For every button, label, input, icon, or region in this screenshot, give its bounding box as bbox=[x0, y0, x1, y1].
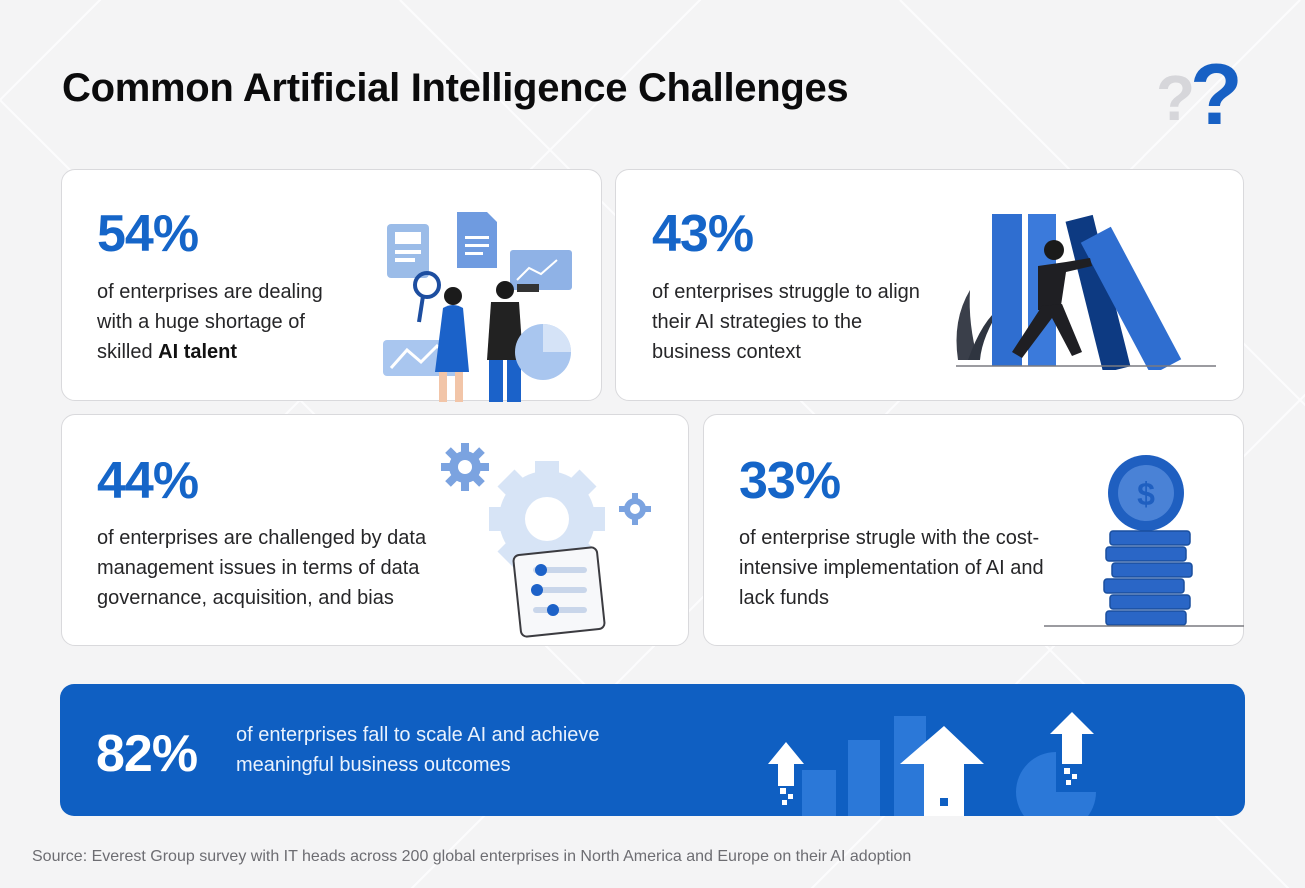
gears-settings-illustration bbox=[441, 443, 651, 638]
stat-description: of enterprises are challenged by data ma… bbox=[97, 527, 427, 609]
stat-percent: 43% bbox=[652, 205, 754, 263]
svg-text:$: $ bbox=[1137, 476, 1155, 512]
source-footnote: Source: Everest Group survey with IT hea… bbox=[32, 848, 912, 865]
question-marks-icon: ? ? bbox=[1156, 48, 1243, 140]
svg-text:?: ? bbox=[1190, 48, 1243, 140]
svg-text:?: ? bbox=[1156, 62, 1195, 134]
highlight-banner: 82% of enterprises fall to scale AI and … bbox=[60, 684, 1245, 816]
page-title: Common Artificial Intelligence Challenge… bbox=[62, 66, 849, 110]
man-holding-falling-books-illustration bbox=[956, 214, 1216, 370]
stat-card-talent: 54% of enterprises are dealing with a hu… bbox=[61, 169, 602, 402]
stat-card-data: 44% of enterprises are challenged by dat… bbox=[61, 414, 689, 646]
dollar-coin-stack-illustration: $ bbox=[1044, 455, 1244, 627]
stat-percent: 54% bbox=[97, 205, 199, 263]
stat-card-strategy: 43% of enterprises struggle to align the… bbox=[615, 169, 1244, 401]
banner-description: of enterprises fall to scale AI and achi… bbox=[236, 724, 600, 776]
growth-arrows-illustration bbox=[768, 712, 1096, 816]
stat-card-cost: 33% of enterprise strugle with the cost-… bbox=[703, 414, 1244, 646]
stat-description: of enterprise strugle with the cost-inte… bbox=[739, 527, 1044, 609]
stat-percent: 44% bbox=[97, 452, 199, 510]
stat-description: of enterprises are dealing with a huge s… bbox=[97, 281, 323, 363]
banner-percent: 82% bbox=[96, 725, 198, 783]
analysts-with-charts-illustration bbox=[383, 212, 572, 402]
stat-percent: 33% bbox=[739, 452, 841, 510]
stat-description: of enterprises struggle to align their A… bbox=[652, 281, 920, 363]
